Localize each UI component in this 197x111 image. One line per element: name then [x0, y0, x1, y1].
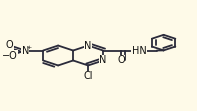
Text: N: N — [99, 56, 107, 65]
Text: Cl: Cl — [83, 71, 93, 81]
Text: N: N — [85, 41, 92, 51]
Text: O: O — [117, 55, 125, 65]
Text: O: O — [6, 40, 14, 50]
Text: N: N — [21, 46, 29, 56]
Text: +: + — [26, 45, 31, 50]
Text: HN: HN — [132, 46, 146, 56]
Text: −O: −O — [2, 51, 18, 61]
